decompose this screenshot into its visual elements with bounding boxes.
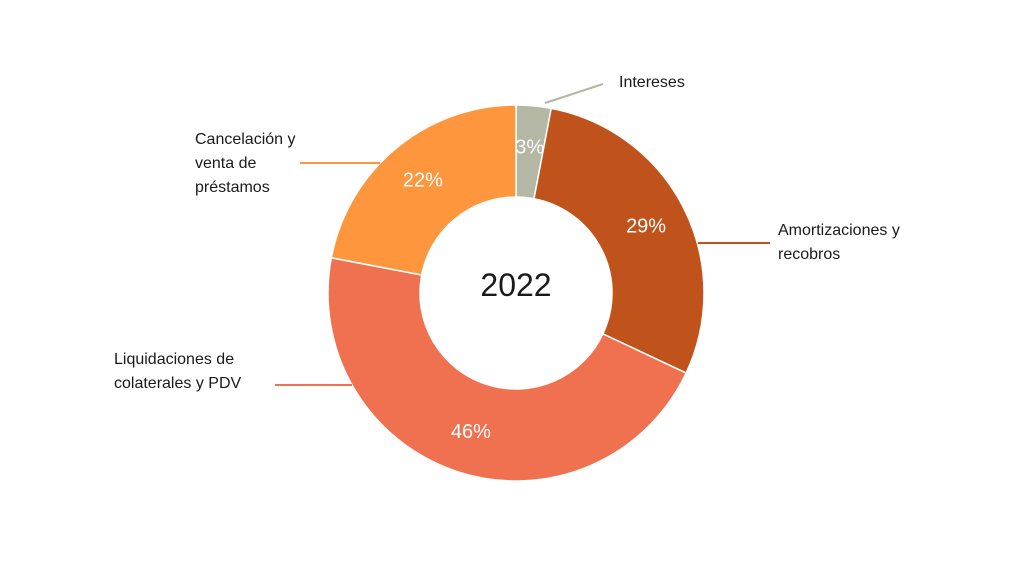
center-year-label: 2022	[480, 267, 551, 303]
callout-label-amortizaciones: Amortizaciones y recobros	[778, 222, 900, 263]
donut-slice-liquidaciones	[327, 256, 688, 482]
donut-slice-cancelacion	[330, 104, 517, 276]
donut-slice-amortizaciones	[533, 107, 705, 375]
callout-label-cancelacion: Cancelación y venta de préstamos	[195, 131, 296, 196]
data-label-intereses: 3%	[515, 137, 544, 159]
data-label-amortizaciones: 29%	[626, 216, 666, 238]
data-label-liquidaciones: 46%	[451, 421, 491, 443]
callout-label-intereses: Intereses	[619, 74, 685, 91]
callout-label-liquidaciones: Liquidaciones de colaterales y PDV	[114, 351, 242, 392]
leader-line-intereses	[544, 83, 604, 104]
data-label-cancelacion: 22%	[403, 170, 443, 192]
